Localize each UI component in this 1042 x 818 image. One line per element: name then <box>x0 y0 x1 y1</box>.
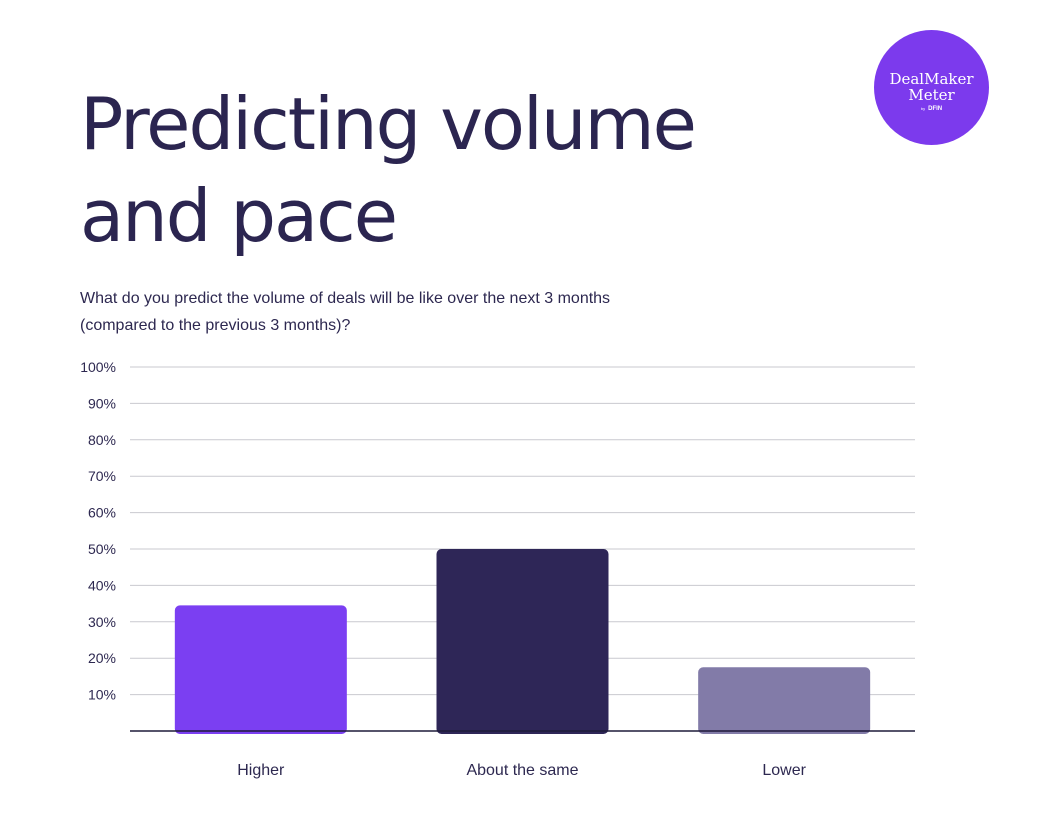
y-tick-label: 70% <box>88 468 116 484</box>
y-tick-label: 80% <box>88 432 116 448</box>
y-tick-label: 30% <box>88 614 116 630</box>
page-title: Predicting volume and pace <box>80 78 697 262</box>
y-tick-label: 10% <box>88 687 116 703</box>
y-tick-label: 50% <box>88 541 116 557</box>
y-tick-label: 90% <box>88 395 116 411</box>
bars <box>174 549 871 734</box>
logo-line-2: Meter <box>908 86 955 104</box>
x-axis-category-labels: Higher About the same Lower <box>237 762 806 779</box>
y-tick-label: 20% <box>88 650 116 666</box>
logo-brand: DFIN <box>928 106 943 112</box>
x-tick-label: Higher <box>237 762 285 779</box>
y-axis-tick-labels: 10% 20% 30% 40% 50% 60% 70% 80% 90% 100% <box>80 359 116 703</box>
logo-line-1: DealMaker <box>889 70 974 88</box>
logo-by: by <box>920 106 926 111</box>
bar-higher <box>174 605 347 734</box>
logo-byline: by DFIN <box>874 105 989 113</box>
question-line-2: (compared to the previous 3 months)? <box>80 317 351 334</box>
chart-question: What do you predict the volume of deals … <box>80 285 720 339</box>
title-line-1: Predicting volume <box>80 82 697 166</box>
x-tick-label: Lower <box>762 762 806 779</box>
title-line-2: and pace <box>80 174 398 258</box>
question-line-1: What do you predict the volume of deals … <box>80 290 611 307</box>
x-tick-label: About the same <box>466 762 578 779</box>
bar-about-the-same <box>436 549 609 734</box>
bar-lower <box>698 667 871 734</box>
dealmaker-meter-logo: DealMaker Meter by DFIN <box>874 30 989 145</box>
y-tick-label: 100% <box>80 359 116 375</box>
y-tick-label: 40% <box>88 577 116 593</box>
y-tick-label: 60% <box>88 505 116 521</box>
